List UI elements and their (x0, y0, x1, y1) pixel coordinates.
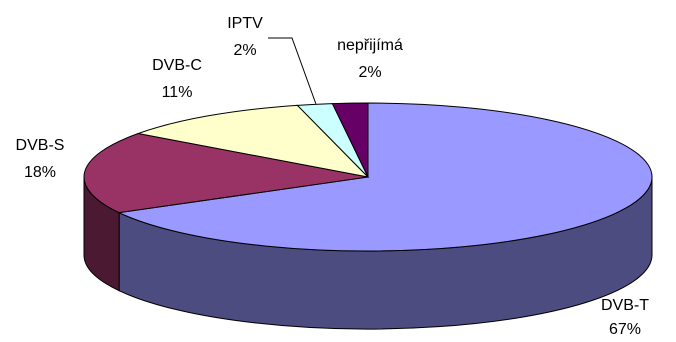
label-dvb-t: DVB-T (601, 297, 649, 314)
label-dvb-s: DVB-S (16, 137, 65, 154)
label-dvb-c: DVB-C (152, 57, 202, 74)
pct-dvb-t: 67% (609, 321, 641, 338)
pct-dvb-s: 18% (24, 164, 56, 181)
leader-line-iptv (268, 37, 317, 104)
leader-lines (268, 37, 317, 104)
label-iptv: IPTV (227, 15, 263, 32)
label-neprijima: nepřijímá (337, 37, 403, 54)
pie-slice-2 (136, 104, 370, 178)
pie-slice-0 (117, 102, 653, 252)
pct-neprijima: 2% (358, 64, 381, 81)
pct-dvb-c: 11% (162, 84, 193, 101)
pie-slice-4 (331, 102, 369, 178)
pie-slice-1 (83, 132, 369, 214)
pie-tops (83, 102, 653, 252)
pct-iptv: 2% (233, 42, 256, 59)
